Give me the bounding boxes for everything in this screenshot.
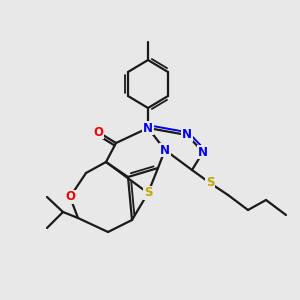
Text: N: N xyxy=(160,143,170,157)
Text: N: N xyxy=(182,128,192,142)
Text: O: O xyxy=(93,125,103,139)
Text: N: N xyxy=(143,122,153,134)
Text: S: S xyxy=(144,187,152,200)
Text: N: N xyxy=(198,146,208,158)
Text: O: O xyxy=(65,190,75,203)
Text: S: S xyxy=(206,176,214,190)
